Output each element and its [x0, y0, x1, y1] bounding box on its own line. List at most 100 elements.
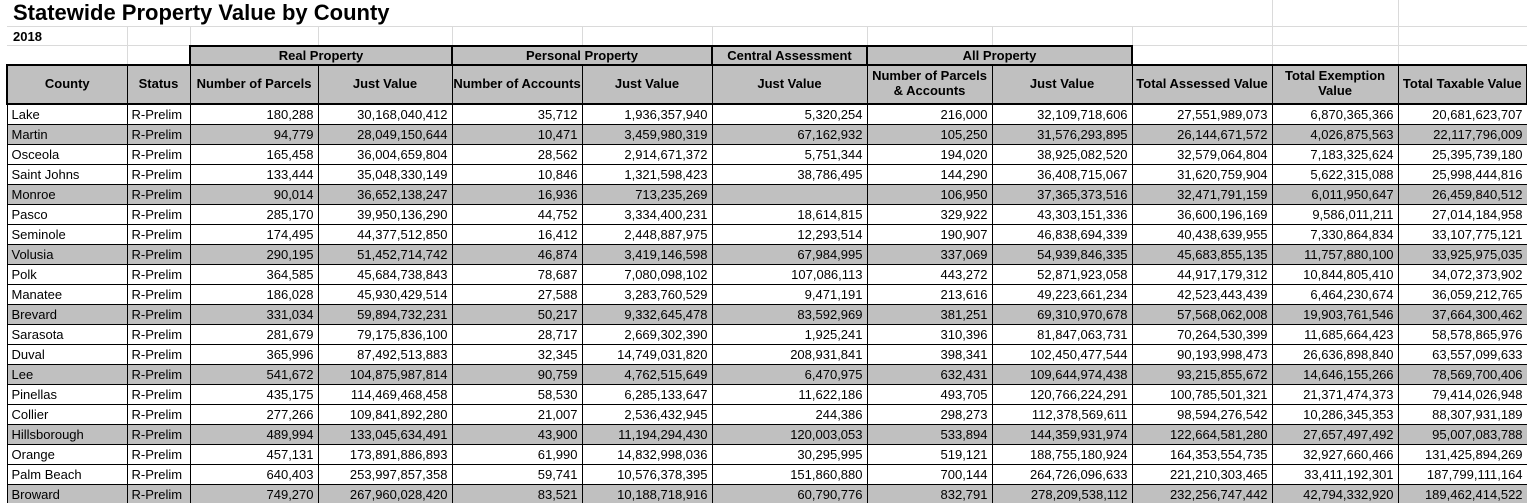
- cell-ap-parcels-accounts: 194,020: [866, 143, 993, 165]
- cell-rp-parcels: 457,131: [189, 443, 319, 465]
- cell-status: R-Prelim: [126, 323, 191, 345]
- cell-ap-parcels-accounts: 700,144: [866, 463, 993, 485]
- cell-status: R-Prelim: [126, 143, 191, 165]
- row-gutter: [0, 484, 7, 503]
- table-row: Orange R-Prelim 457,131 173,891,886,893 …: [0, 443, 1527, 465]
- group-real-property: Real Property: [189, 44, 453, 66]
- cell-rp-parcels: 640,403: [189, 463, 319, 485]
- table-row: Monroe R-Prelim 90,014 36,652,138,247 16…: [0, 183, 1527, 205]
- cell-county: Palm Beach: [6, 463, 128, 485]
- cell-rp-just-value: 133,045,634,491: [317, 423, 453, 445]
- cell-total-taxable: 22,117,796,009: [1397, 123, 1527, 145]
- cell-total-taxable: 58,578,865,976: [1397, 323, 1527, 345]
- cell-pp-just-value: 2,536,432,945: [581, 403, 713, 425]
- cell-pp-accounts: 32,345: [451, 343, 583, 365]
- cell-ap-just-value: 81,847,063,731: [991, 323, 1133, 345]
- cell-total-exemption: 11,757,880,100: [1271, 243, 1399, 265]
- cell-ap-just-value: 109,644,974,438: [991, 363, 1133, 385]
- cell-total-exemption: 6,011,950,647: [1271, 183, 1399, 205]
- cell-pp-accounts: 21,007: [451, 403, 583, 425]
- gutter-cell: [0, 0, 7, 27]
- cell-pp-accounts: 90,759: [451, 363, 583, 385]
- gutter-cell: [0, 45, 7, 65]
- header-ap-parcels-accounts: Number of Parcels & Accounts: [866, 63, 993, 105]
- cell-ap-just-value: 69,310,970,678: [991, 303, 1133, 325]
- cell-total-exemption: 27,657,497,492: [1271, 423, 1399, 445]
- cell-rp-parcels: 165,458: [189, 143, 319, 165]
- cell-ca-just-value: 244,386: [711, 403, 868, 425]
- cell-rp-just-value: 45,684,738,843: [317, 263, 453, 285]
- cell-total-exemption: 11,685,664,423: [1271, 323, 1399, 345]
- cell-county: Saint Johns: [6, 163, 128, 185]
- cell-total-taxable: 131,425,894,269: [1397, 443, 1527, 465]
- title-row: Statewide Property Value by County: [0, 0, 1527, 27]
- cell-status: R-Prelim: [126, 183, 191, 205]
- cell-county: Pinellas: [6, 383, 128, 405]
- cell-total-taxable: 95,007,083,788: [1397, 423, 1527, 445]
- cell-county: Pasco: [6, 203, 128, 225]
- cell-ap-just-value: 112,378,569,611: [991, 403, 1133, 425]
- cell-pp-accounts: 78,687: [451, 263, 583, 285]
- cell-rp-parcels: 489,994: [189, 423, 319, 445]
- group-all-property: All Property: [865, 44, 1134, 66]
- cell-total-taxable: 78,569,700,406: [1397, 363, 1527, 385]
- cell-status: R-Prelim: [126, 223, 191, 245]
- row-gutter: [0, 324, 7, 344]
- cell-total-exemption: 9,586,011,211: [1271, 203, 1399, 225]
- cell-total-taxable: 187,799,111,164: [1397, 463, 1527, 485]
- cell-ap-parcels-accounts: 298,273: [866, 403, 993, 425]
- cell-ap-just-value: 32,109,718,606: [991, 103, 1133, 125]
- cell-total-exemption: 42,794,332,920: [1271, 483, 1399, 503]
- cell-rp-just-value: 79,175,836,100: [317, 323, 453, 345]
- cell-ca-just-value: 5,320,254: [711, 103, 868, 125]
- header-pp-accounts: Number of Accounts: [451, 63, 583, 105]
- cell-rp-just-value: 87,492,513,883: [317, 343, 453, 365]
- cell-ap-parcels-accounts: 381,251: [866, 303, 993, 325]
- row-gutter: [0, 164, 7, 184]
- cell-rp-just-value: 36,652,138,247: [317, 183, 453, 205]
- column-header-row: County Status Number of Parcels Just Val…: [0, 63, 1527, 105]
- header-rp-parcels: Number of Parcels: [189, 63, 319, 105]
- cell-status: R-Prelim: [126, 163, 191, 185]
- row-gutter: [0, 144, 7, 164]
- cell-ap-just-value: 52,871,923,058: [991, 263, 1133, 285]
- cell-pp-just-value: 4,762,515,649: [581, 363, 713, 385]
- cell-total-exemption: 33,411,192,301: [1271, 463, 1399, 485]
- cell-ca-just-value: 1,925,241: [711, 323, 868, 345]
- cell-county: Collier: [6, 403, 128, 425]
- row-gutter: [0, 184, 7, 204]
- cell-rp-parcels: 285,170: [189, 203, 319, 225]
- row-gutter: [0, 244, 7, 264]
- cell-ap-just-value: 46,838,694,339: [991, 223, 1133, 245]
- cell-county: Volusia: [6, 243, 128, 265]
- cell-ca-just-value: 120,003,053: [711, 423, 868, 445]
- header-county: County: [6, 63, 128, 105]
- cell-total-exemption: 5,622,315,088: [1271, 163, 1399, 185]
- cell-ap-parcels-accounts: 443,272: [866, 263, 993, 285]
- cell-status: R-Prelim: [126, 383, 191, 405]
- row-gutter: [0, 103, 7, 124]
- cell-rp-parcels: 277,266: [189, 403, 319, 425]
- cell-rp-parcels: 281,679: [189, 323, 319, 345]
- table-row: Saint Johns R-Prelim 133,444 35,048,330,…: [0, 163, 1527, 185]
- cell-rp-just-value: 253,997,857,358: [317, 463, 453, 485]
- cell-pp-accounts: 61,990: [451, 443, 583, 465]
- cell-status: R-Prelim: [126, 463, 191, 485]
- cell-total-taxable: 20,681,623,707: [1397, 103, 1527, 125]
- table-row: Martin R-Prelim 94,779 28,049,150,644 10…: [0, 123, 1527, 145]
- row-gutter: [0, 444, 7, 464]
- cell-rp-just-value: 35,048,330,149: [317, 163, 453, 185]
- cell-total-exemption: 10,286,345,353: [1271, 403, 1399, 425]
- cell-pp-accounts: 35,712: [451, 103, 583, 125]
- cell-rp-parcels: 749,270: [189, 483, 319, 503]
- cell-ap-parcels-accounts: 144,290: [866, 163, 993, 185]
- row-gutter: [0, 424, 7, 444]
- table-row: Duval R-Prelim 365,996 87,492,513,883 32…: [0, 343, 1527, 365]
- cell-total-assessed: 232,256,747,442: [1131, 483, 1273, 503]
- cell-pp-accounts: 28,717: [451, 323, 583, 345]
- table-row: Broward R-Prelim 749,270 267,960,028,420…: [0, 483, 1527, 503]
- cell-total-assessed: 45,683,855,135: [1131, 243, 1273, 265]
- cell-total-assessed: 26,144,671,572: [1131, 123, 1273, 145]
- cell-ca-just-value: 83,592,969: [711, 303, 868, 325]
